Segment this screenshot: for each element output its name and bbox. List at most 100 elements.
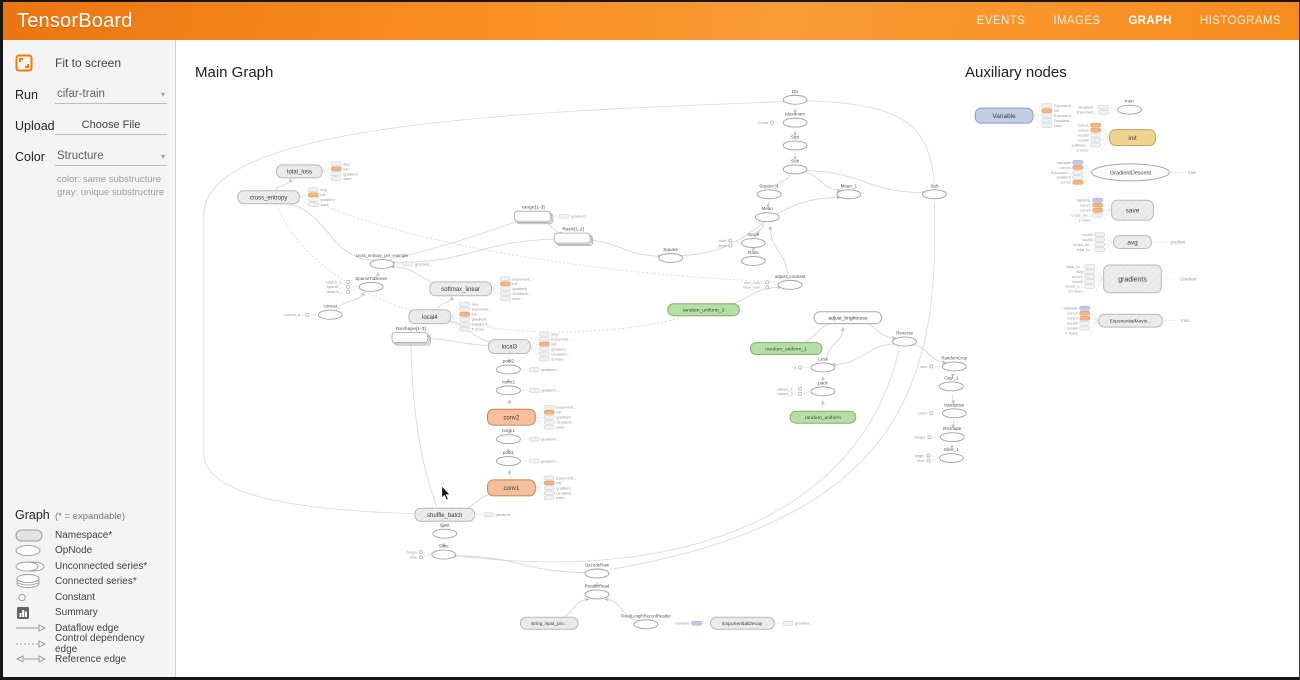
namespace-hatch [1103,264,1162,293]
graph-node-Mean[interactable]: Mean [754,206,780,223]
annotation-label: Exponent... [1054,103,1074,108]
run-select[interactable]: cifar-train ▾ [55,86,167,104]
graph-node-local4[interactable]: local4 avgExponent...initgradientGradient… [408,302,492,332]
annotation-edge [1083,172,1091,183]
graph-node-Rank12[interactable]: Rank[1-2] [553,227,594,247]
graph-node-cepe[interactable]: cross_entropy_per_example gradient... [356,253,433,269]
node-label: Reshape [943,426,962,431]
graph-node-RandomCrop[interactable]: RandomCrop size [920,355,968,372]
graph-node-shuffle_batch[interactable]: shuffle_batch gradient... [414,507,513,522]
op-node-shape [431,549,457,560]
graph-node-expMov[interactable]: ExponentialMovin...Variableconv1conv2loc… [1063,306,1190,336]
graph-node-adjust_contrast[interactable]: adjust_contrast min_valu...max_valu... [743,274,806,290]
graph-node-SparseToDense[interactable]: SparseToDense output_s...sparse_...defaul… [326,276,388,294]
graph-node-Sub[interactable]: Sub [782,158,808,175]
node-chip [483,512,494,518]
node-label: DecodeRaw [585,563,610,568]
graph-node-Mean_1[interactable]: Mean_1 [836,183,862,200]
graph-node-norm2[interactable]: norm2 gradient... [496,379,559,396]
graph-node-Maximum[interactable]: Maximum Const [758,112,808,128]
annotation-label: gradient [551,346,566,351]
annotation-label: gradient... [541,458,559,463]
graph-node-Reshape13[interactable]: Reshape[1-3] [391,326,431,346]
graph-node-norm1[interactable]: norm1 gradient... [496,428,559,445]
graph-node-Rank[interactable]: Rank [740,250,766,266]
annotation-label: conv2 [1080,208,1091,213]
nav-item-images[interactable]: IMAGES [1053,15,1101,27]
graph-node-Sub2[interactable]: Sub [922,183,947,200]
graph-node-GradientDescent[interactable]: GradientDescent Variableconv1Exponent...g… [1051,160,1197,185]
graph-node-trainE[interactable]: train Gradient...Exponent... [1077,99,1142,115]
op-node-shape [584,568,610,579]
nav-item-events[interactable]: EVENTS [976,15,1026,27]
node-chip [544,424,555,430]
namespace-node-shape [487,479,536,497]
node-label: conv1 [503,486,520,492]
graph-node-adjust_brightness[interactable]: adjust_brightness [813,311,883,325]
annotation-label: conv2 [1067,316,1078,321]
node-chip [1092,198,1103,203]
graph-node-ReshapeR[interactable]: Reshape shape [915,426,965,443]
graph-node-pool2[interactable]: pool2 gradient... [496,358,559,375]
graph-node-pool1[interactable]: pool1 gradient... [496,450,559,466]
graph-node-transpose[interactable]: transpose perm [918,402,967,419]
legend-item: Summary [15,605,169,621]
graph-node-DecodeRaw[interactable]: DecodeRaw [584,563,610,579]
graph-node-Div[interactable]: Div [782,89,808,105]
graph-node-gradientsA[interactable]: gradients total_lo...avgconv1local3cross_… [1066,264,1198,294]
opnode-icon [15,544,55,557]
legend-item: Namespace* [15,528,169,544]
graph-node-Cast_1[interactable]: Cast_1 [938,375,964,392]
fit-to-screen-icon[interactable] [15,54,33,72]
annotation-label: conv1 [1080,203,1091,208]
graph-node-Cast[interactable]: Cast [432,523,458,539]
graph-node-ReaderRead[interactable]: ReaderRead [584,583,610,600]
annotation-edge [300,197,308,205]
choose-file-button[interactable]: Choose File [55,117,167,135]
graph-node-random_uniform_1[interactable]: random_uniform_1 [749,342,823,356]
graph-node-FLRR[interactable]: FixedLengthRecordReader [621,613,672,630]
annotation-label: local3 [1067,321,1078,326]
annotation-edge [531,346,539,360]
graph-node-softmax_linear[interactable]: softmax_linear Exponent...initgradientGra… [429,276,533,301]
annotation-label: start [719,238,728,243]
graph-node-VariableA[interactable]: VariableExponent...initExponent...Gradie… [974,103,1074,128]
annotation-label: size [917,458,925,463]
graph-node-Sqrt[interactable]: Sqrt [782,135,808,151]
graph-node-Reverse[interactable]: Reverse [892,331,917,347]
annotation-edge [770,282,778,286]
graph-node-ExponentialDecay[interactable]: ExponentialDecay gradient... Variable [675,616,813,630]
nav-item-histograms[interactable]: HISTOGRAMS [1199,15,1281,27]
color-row: Color Structure ▾ [15,148,167,166]
graph-node-Less[interactable]: Less y [794,356,836,373]
fit-to-screen-button[interactable]: Fit to screen [15,54,167,72]
graph-node-range13[interactable]: range[1-3] gradient... [514,205,589,225]
graph-node-random_uniform[interactable]: random_uniform [789,410,857,424]
graph-node-conv1[interactable]: conv1 Exponent...initgradientGradient...s… [487,475,577,500]
annotation-label: Gradient... [1078,105,1097,110]
graph-node-conv2[interactable]: conv2 Exponent...initgradientGradient...s… [487,405,577,430]
nav-item-graph[interactable]: GRAPH [1128,15,1172,27]
graph-node-concat[interactable]: concat concat_d... [284,304,343,320]
op-node-shape [810,362,836,373]
node-chip [539,346,550,352]
annotation-edge [300,194,308,198]
namespace-hatch [429,281,492,296]
graph-node-Square_1[interactable]: Square_1 [756,183,782,200]
annotation-label: init [556,410,562,415]
node-label: SparseToDense [355,276,387,281]
graph-node-Square[interactable]: Square [658,247,684,263]
graph-node-random_uniform_2[interactable]: random_uniform_2 [667,303,740,317]
graph-node-string_input[interactable]: string_input_pro... [519,616,579,630]
color-select[interactable]: Structure ▾ [55,148,167,166]
graph-node-pack[interactable]: pack values_1...values_2... [777,380,836,397]
graph-node-local3[interactable]: local3 avgExponent...initgradientGradient… [488,332,572,362]
